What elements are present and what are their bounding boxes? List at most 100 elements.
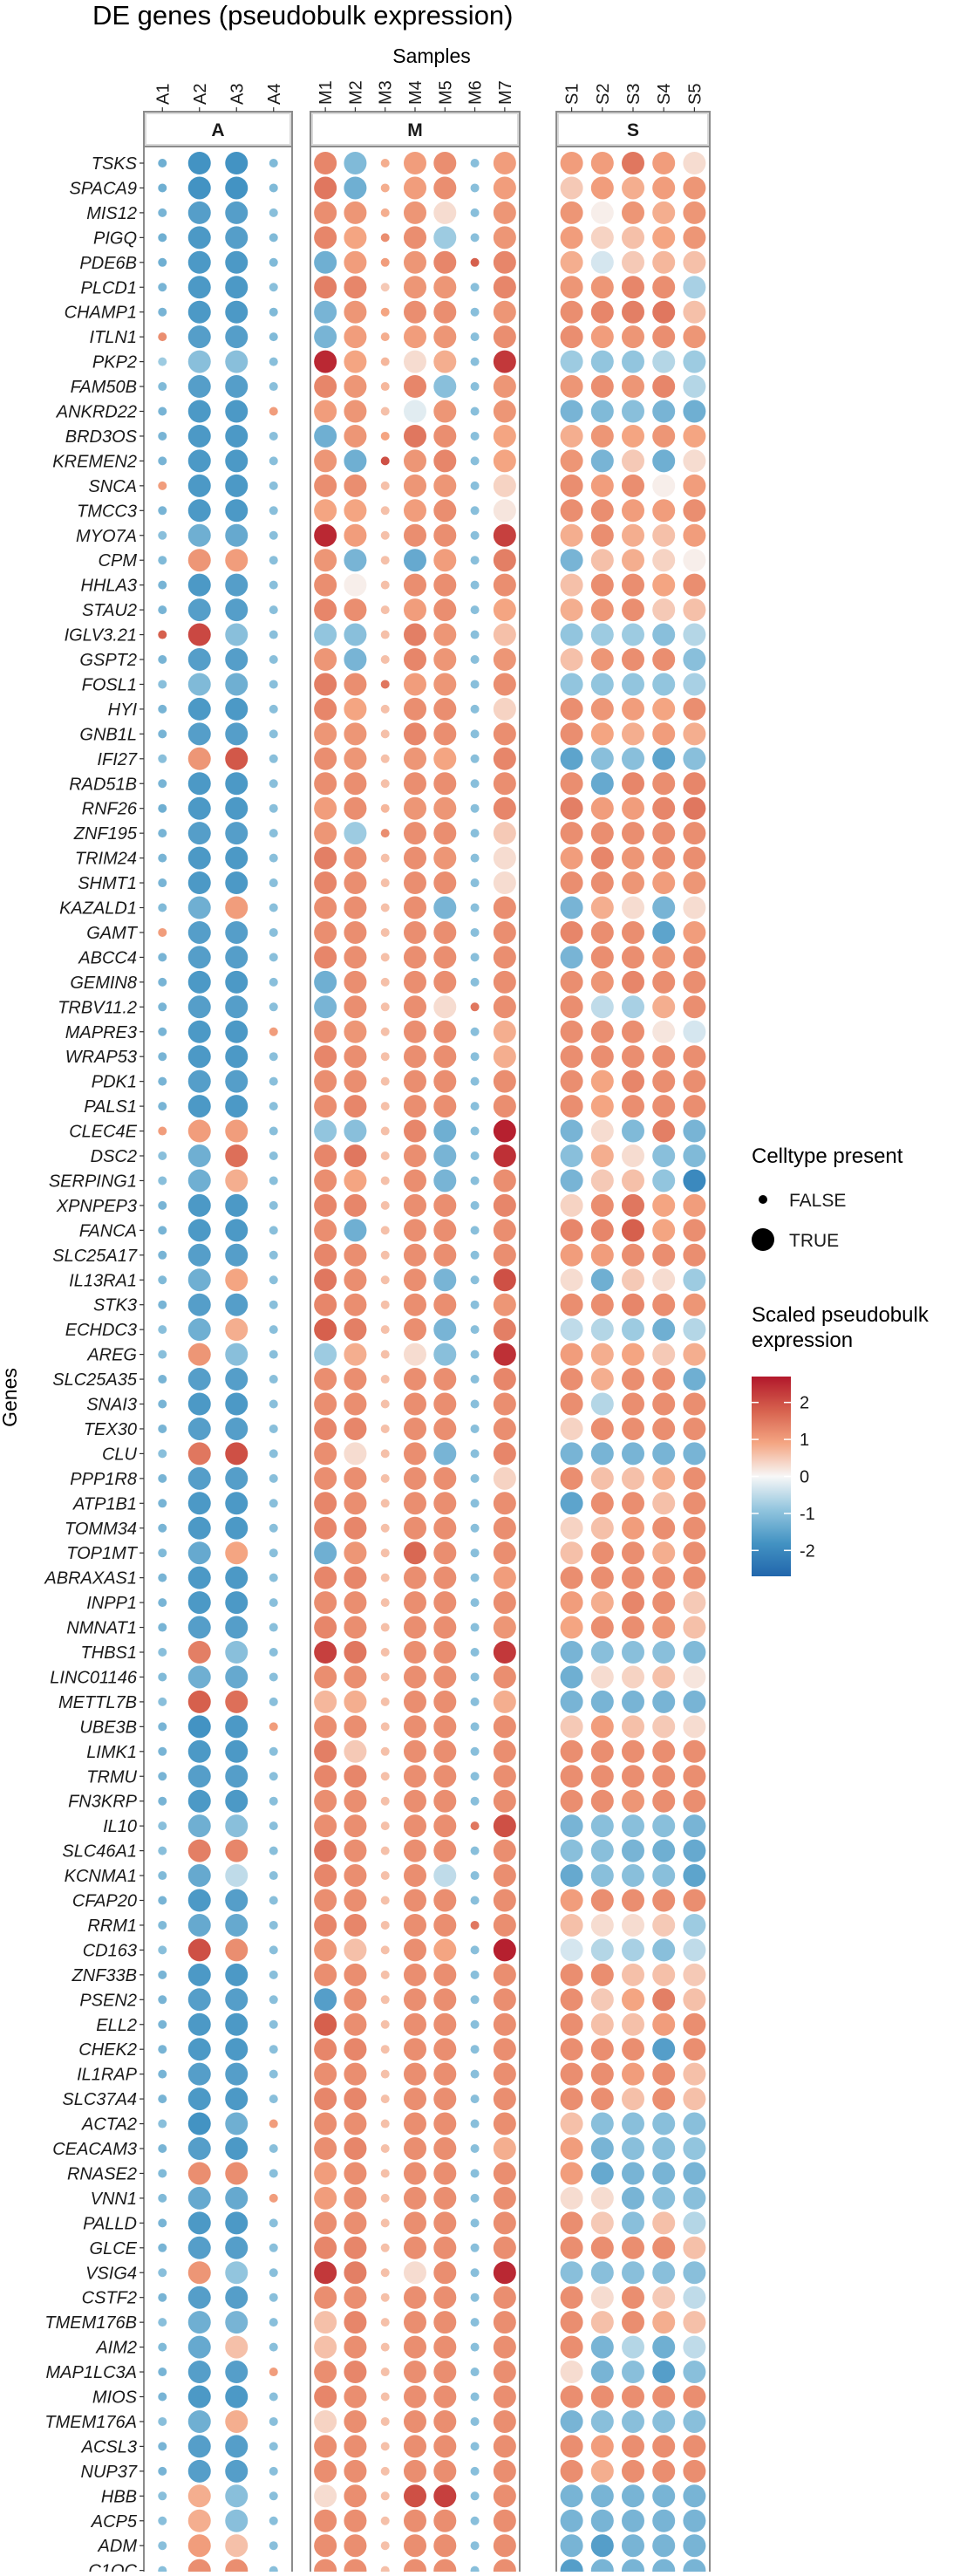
data-dot xyxy=(433,226,457,249)
gene-label: XPNPEP3 xyxy=(56,1197,137,1216)
data-dot xyxy=(380,1176,390,1186)
data-dot xyxy=(622,1145,644,1167)
data-dot xyxy=(433,350,457,373)
data-dot xyxy=(344,2236,367,2259)
data-dot xyxy=(380,1697,390,1706)
data-dot xyxy=(433,1665,457,1689)
data-dot xyxy=(470,1102,480,1111)
data-dot xyxy=(622,474,644,497)
data-dot xyxy=(158,407,167,416)
data-dot xyxy=(493,1045,516,1069)
data-dot xyxy=(225,152,249,174)
data-dot xyxy=(590,2261,614,2285)
gene-label: ACP5 xyxy=(91,2512,138,2532)
gene-label: MIS12 xyxy=(86,204,137,223)
data-dot xyxy=(380,953,390,962)
sample-label: S2 xyxy=(594,84,613,105)
data-dot xyxy=(590,722,614,746)
data-dot xyxy=(314,1889,337,1912)
data-dot xyxy=(470,754,480,763)
data-dot xyxy=(404,697,426,721)
data-dot xyxy=(187,549,211,572)
data-dot xyxy=(187,1318,211,1342)
data-dot xyxy=(683,796,706,820)
data-dot xyxy=(404,1293,426,1316)
data-dot xyxy=(380,1722,390,1732)
data-dot xyxy=(225,2261,249,2285)
data-dot xyxy=(470,2516,480,2525)
data-dot xyxy=(404,523,426,547)
data-dot xyxy=(314,1243,337,1267)
data-dot xyxy=(380,1648,390,1657)
color-legend-title: expression xyxy=(752,1329,853,1352)
data-dot xyxy=(683,325,706,349)
data-dot xyxy=(470,183,480,193)
data-dot xyxy=(652,176,676,200)
data-dot xyxy=(187,523,211,547)
data-dot xyxy=(269,208,278,217)
data-dot xyxy=(470,2392,480,2402)
data-dot xyxy=(380,1796,390,1806)
data-dot xyxy=(269,1126,278,1136)
data-dot xyxy=(404,871,426,895)
data-dot xyxy=(225,1119,249,1143)
data-dot xyxy=(404,598,426,622)
data-dot xyxy=(225,176,249,200)
data-dot xyxy=(187,1392,211,1416)
data-dot xyxy=(380,481,390,490)
data-dot xyxy=(344,300,367,324)
data-dot xyxy=(590,2509,614,2532)
data-dot xyxy=(314,722,337,746)
data-dot xyxy=(158,2292,167,2302)
data-dot xyxy=(590,2112,614,2135)
data-dot xyxy=(683,2062,706,2086)
data-dot xyxy=(314,1368,337,1391)
data-dot xyxy=(622,796,644,820)
data-dot xyxy=(187,201,211,224)
data-dot xyxy=(622,1839,644,1862)
data-dot xyxy=(590,1789,614,1813)
data-dot xyxy=(652,871,676,895)
data-dot xyxy=(158,1473,167,1483)
data-dot xyxy=(344,1020,367,1043)
data-dot xyxy=(314,1069,337,1093)
data-dot xyxy=(344,1739,367,1763)
data-dot xyxy=(225,772,249,796)
data-dot xyxy=(158,927,167,937)
data-dot xyxy=(590,970,614,994)
data-dot xyxy=(622,697,644,721)
data-dot xyxy=(314,2261,337,2285)
data-dot xyxy=(590,1715,614,1739)
data-dot xyxy=(225,1616,249,1639)
data-dot xyxy=(187,2559,211,2576)
data-dot xyxy=(683,226,706,249)
data-dot xyxy=(470,1846,480,1855)
data-dot xyxy=(314,2236,337,2259)
data-dot xyxy=(380,1499,390,1508)
data-dot xyxy=(187,2112,211,2135)
data-dot xyxy=(470,2019,480,2029)
data-dot xyxy=(380,1226,390,1235)
data-dot xyxy=(560,2112,583,2135)
data-dot xyxy=(187,846,211,870)
data-dot xyxy=(622,1442,644,1466)
data-dot xyxy=(269,2392,278,2402)
gene-label: SLC46A1 xyxy=(62,1842,137,1862)
data-dot xyxy=(622,2261,644,2285)
gene-label: TEX30 xyxy=(84,1420,137,1439)
data-dot xyxy=(683,1913,706,1937)
data-dot xyxy=(269,704,278,714)
data-dot xyxy=(158,2119,167,2128)
data-dot xyxy=(683,2509,706,2532)
data-dot xyxy=(493,2087,516,2111)
data-dot xyxy=(269,2094,278,2104)
data-dot xyxy=(590,1069,614,1093)
data-dot xyxy=(493,1789,516,1813)
data-dot xyxy=(380,605,390,615)
data-dot xyxy=(225,2385,249,2409)
data-dot xyxy=(652,920,676,944)
gene-label: ZNF195 xyxy=(73,824,138,844)
data-dot xyxy=(470,605,480,615)
data-dot xyxy=(269,1623,278,1632)
